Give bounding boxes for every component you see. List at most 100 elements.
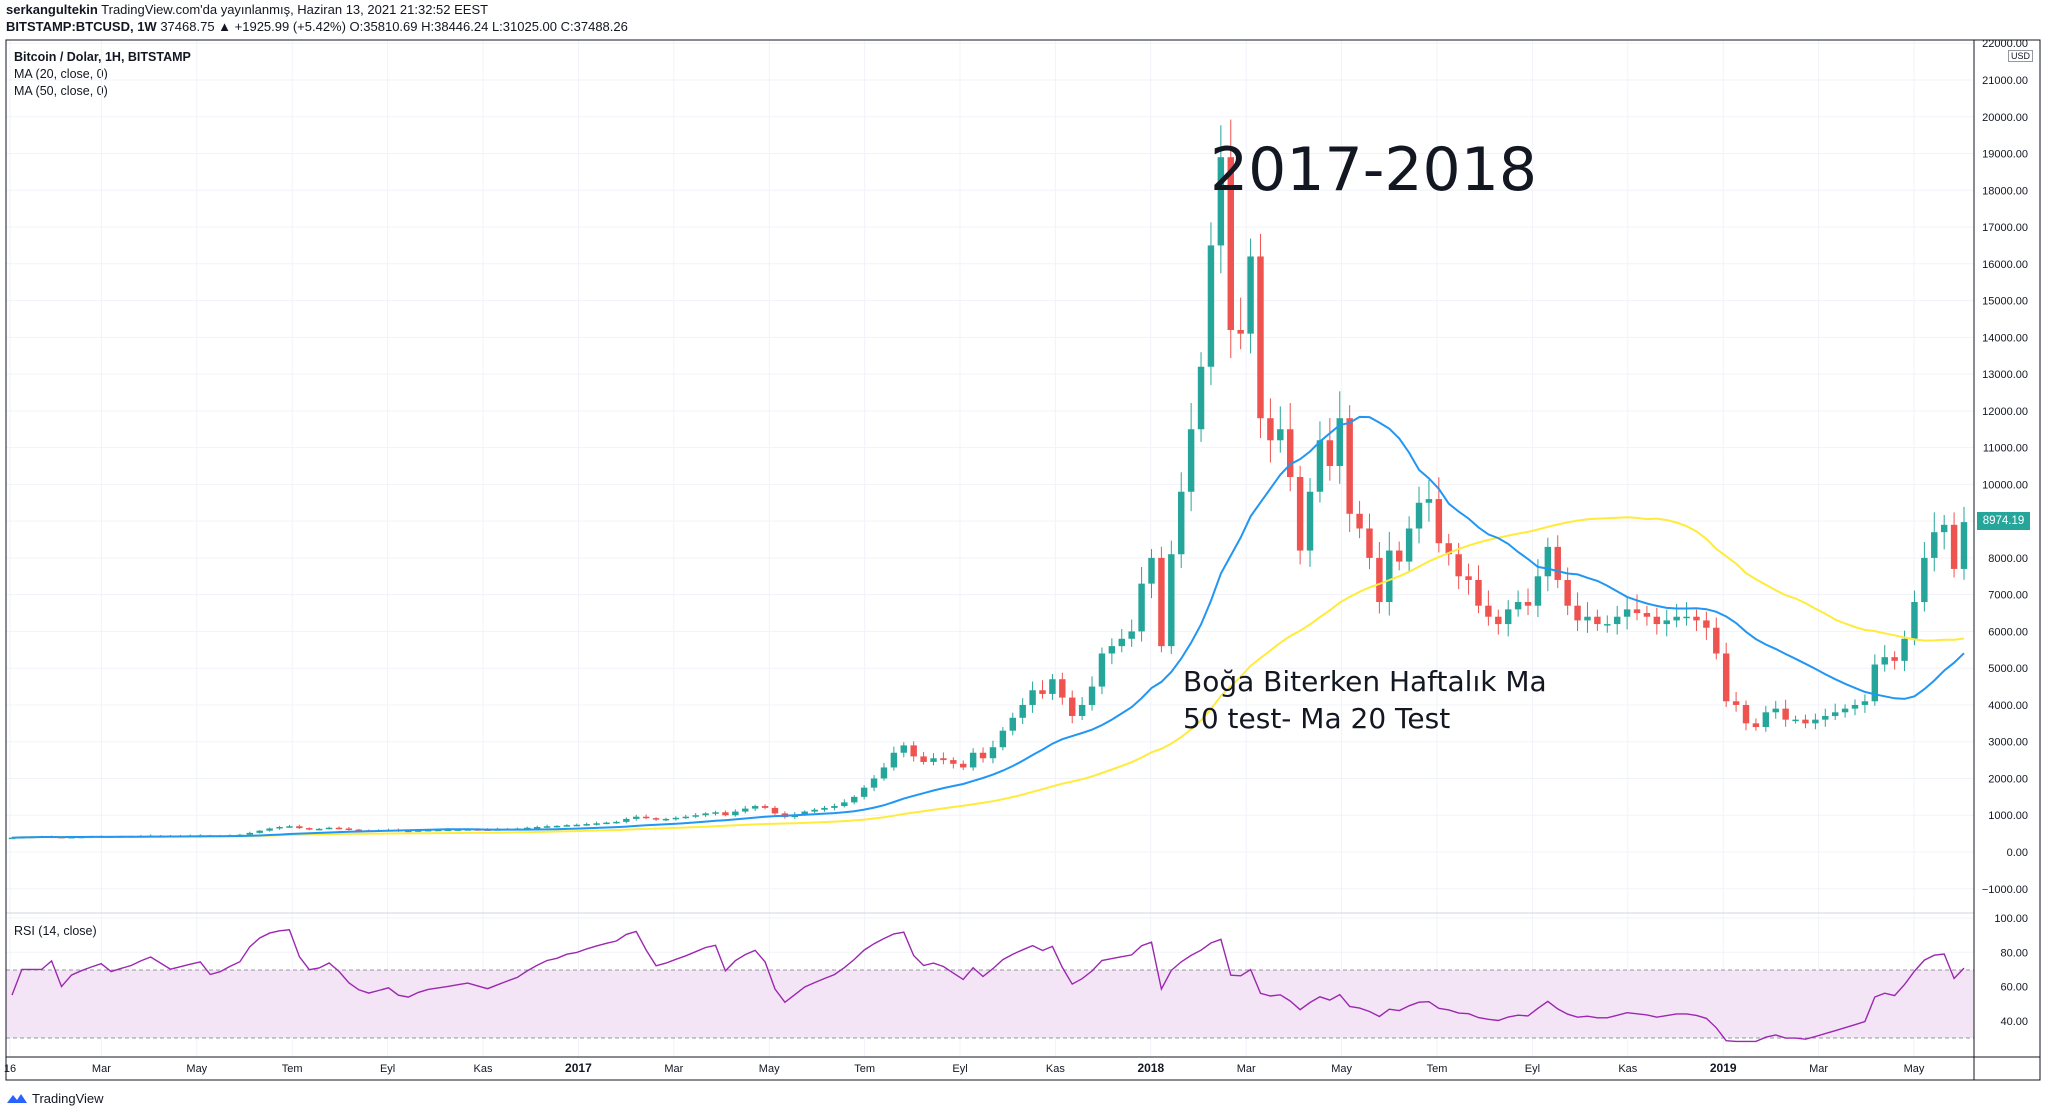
footer[interactable]: TradingView [6, 1091, 104, 1106]
ma50-legend[interactable]: MA (50, close, 0) [14, 84, 108, 98]
time-tick-label: Eyl [952, 1063, 967, 1075]
price-tick-label: 3000.00 [1988, 737, 2028, 749]
candle-body [1683, 616, 1690, 619]
candle-body [1395, 550, 1403, 562]
time-tick-label: Kas [1618, 1063, 1637, 1075]
candle-body [1812, 719, 1819, 724]
candle-body [315, 828, 323, 831]
annotation-note-line2[interactable]: 50 test- Ma 20 Test [1183, 702, 1451, 735]
candle-body [533, 827, 541, 829]
candle-body [831, 806, 838, 808]
ma50-line [11, 516, 1965, 839]
candle-body [1732, 701, 1740, 705]
candle-body [1574, 605, 1581, 621]
candle-body [1891, 657, 1898, 661]
candle-body [1495, 616, 1502, 625]
candle-body [1534, 576, 1542, 606]
candle-body [1871, 664, 1879, 702]
candle-body [1267, 418, 1274, 441]
candle-body [1376, 557, 1383, 603]
time-tick-label: Kas [474, 1063, 493, 1075]
rsi-line [11, 929, 1965, 1043]
candle-body [1197, 366, 1205, 430]
candle-body [1316, 440, 1324, 492]
candle-body [524, 827, 531, 830]
candle-body [1524, 602, 1532, 606]
rsi-legend[interactable]: RSI (14, close) [14, 924, 97, 938]
candle-body [325, 827, 333, 830]
candle-body [1633, 609, 1641, 614]
candle-body [1822, 715, 1829, 720]
currency-label: USD [2008, 50, 2034, 62]
candle-body [1722, 653, 1730, 702]
price-tick-label: 16000.00 [1982, 259, 2028, 271]
candle-body [603, 822, 610, 825]
time-tick-label: May [759, 1063, 780, 1075]
candle-body [1346, 418, 1353, 514]
candle-body [1693, 616, 1700, 621]
candle-body [851, 796, 858, 803]
chart-legend-title[interactable]: Bitcoin / Dolar, 1H, BITSTAMP [14, 50, 191, 64]
candle-body [444, 829, 452, 832]
candle-body [1623, 609, 1631, 617]
candle-body [1504, 609, 1512, 625]
candle-body [1802, 719, 1809, 724]
candle-body [642, 816, 650, 819]
time-tick-label: Tem [1427, 1063, 1448, 1075]
symbol-text: BITSTAMP:BTCUSD, 1W [6, 19, 157, 34]
price-tick-label: 2000.00 [1988, 773, 2028, 785]
candle-body [1485, 605, 1492, 617]
candle-body [1207, 245, 1215, 367]
candle-body [900, 745, 907, 753]
candle-body [1465, 576, 1472, 580]
candle-body [543, 826, 551, 828]
candle-body [1088, 686, 1096, 705]
candle-body [682, 816, 690, 819]
candle-body [1921, 557, 1928, 603]
rsi-tick-label: 60.00 [2000, 982, 2028, 994]
candle-body [573, 824, 581, 827]
candle-body [335, 827, 343, 830]
candle-body [1950, 524, 1958, 569]
candle-body [8, 837, 16, 840]
candle-body [1296, 477, 1304, 551]
candle-body [1257, 256, 1264, 419]
candle-body [405, 830, 412, 833]
price-tick-label: 4000.00 [1988, 700, 2028, 712]
candle-body [1445, 543, 1452, 555]
candle-body [1237, 329, 1244, 334]
candle-body [553, 825, 561, 828]
footer-brand: TradingView [32, 1091, 104, 1106]
candle-body [672, 817, 680, 820]
author-name: serkangultekin [6, 2, 98, 17]
candle-body [1217, 157, 1225, 246]
annotation-note-line1[interactable]: Boğa Biterken Haftalık Ma [1183, 665, 1547, 698]
candle-body [1554, 546, 1561, 580]
price-tick-label: −1000.00 [1982, 884, 2028, 896]
candle-body [890, 752, 898, 768]
candle-body [306, 828, 313, 830]
price-tick-label: 6000.00 [1988, 626, 2028, 638]
candle-body [1415, 502, 1423, 529]
tradingview-logo-icon [7, 1093, 27, 1103]
candle-body [246, 832, 254, 835]
candle-body [1742, 704, 1750, 724]
time-axis: 16 Mar May Tem Eyl Kas 2017 Mar May Tem Eyl Kas 2018… [4, 1061, 1925, 1075]
candle-body [1019, 704, 1026, 718]
rsi-tick-label: 80.00 [2000, 947, 2028, 959]
candle-body [989, 747, 997, 759]
candle-body [1881, 657, 1888, 665]
annotation-title[interactable]: 2017-2018 [1210, 135, 1538, 205]
price-tick-label: 22000.00 [1982, 38, 2028, 50]
rsi-tick-label: 100.00 [1994, 913, 2028, 925]
candle-body [1643, 613, 1651, 617]
candle-body [1772, 708, 1779, 713]
price-tick-label: 12000.00 [1982, 406, 2028, 418]
quote-text: 37468.75 ▲ +1925.99 (+5.42%) O:35810.69 … [160, 19, 628, 34]
ma20-legend[interactable]: MA (20, close, 0) [14, 67, 108, 81]
candle-body [1782, 708, 1789, 720]
candle-body [1831, 712, 1839, 716]
candle-body [821, 807, 828, 810]
candle-body [1564, 579, 1571, 606]
